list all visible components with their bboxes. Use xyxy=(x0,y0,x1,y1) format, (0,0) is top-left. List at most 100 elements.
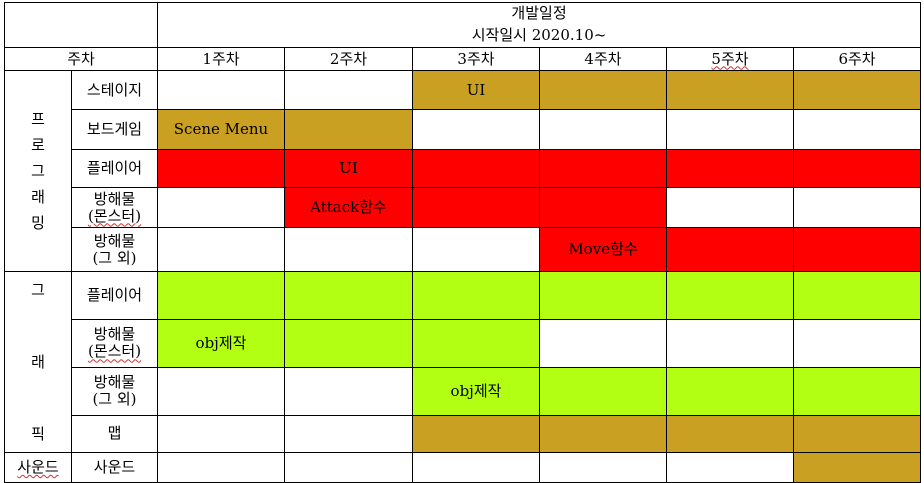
group-char: 픽 xyxy=(31,425,45,443)
group-char: 로 xyxy=(31,136,45,154)
group-programming-label: 프 로 그 래 밍 xyxy=(6,106,71,236)
task-cell xyxy=(539,187,667,228)
group-char: 그 xyxy=(31,281,45,299)
schedule-title: 개발일정 xyxy=(156,2,922,25)
task-cell xyxy=(666,70,794,110)
task-cell xyxy=(539,414,667,454)
task-cell xyxy=(157,271,285,320)
cell xyxy=(412,109,540,150)
cell xyxy=(157,187,285,228)
task-cell xyxy=(539,271,667,320)
task-player-ui: UI xyxy=(284,149,413,188)
cell xyxy=(157,227,285,272)
row-label-line: (그 외) xyxy=(92,248,137,267)
task-cell xyxy=(539,70,667,110)
task-cell xyxy=(666,414,794,454)
row-label-gfx-player: 플레이어 xyxy=(71,271,158,320)
cell xyxy=(157,70,285,110)
group-sound: 사운드 xyxy=(4,452,72,483)
row-label-obstacle-other: 방해물 (그 외) xyxy=(71,227,158,272)
cell xyxy=(157,452,285,483)
cell xyxy=(284,70,413,110)
task-stage-ui: UI xyxy=(412,70,540,110)
task-cell xyxy=(792,414,922,454)
week-header-1: 1주차 xyxy=(157,47,285,71)
week-header-4: 4주차 xyxy=(539,47,667,71)
task-cell xyxy=(412,318,540,368)
task-cell xyxy=(412,414,540,454)
cell xyxy=(792,109,922,150)
task-cell xyxy=(792,271,922,320)
row-label-obstacle-monster: 방해물 (몬스터) xyxy=(71,187,158,228)
task-cell xyxy=(792,149,922,188)
cell xyxy=(412,452,540,483)
row-label-stage: 스테이지 xyxy=(71,70,158,110)
row-label-line: 방해물 xyxy=(93,231,136,250)
row-label-line: (그 외) xyxy=(92,390,137,409)
cell xyxy=(284,452,413,483)
task-cell xyxy=(666,271,794,320)
group-programming: 프 로 그 래 밍 xyxy=(4,70,72,272)
week-label: 주차 xyxy=(4,47,158,71)
task-cell xyxy=(539,149,667,188)
cell xyxy=(666,187,794,228)
task-other-move: Move함수 xyxy=(539,227,667,272)
task-cell xyxy=(284,318,413,368)
week-header-3: 3주차 xyxy=(412,47,540,71)
task-cell xyxy=(539,366,667,416)
task-gfx-monster-obj: obj제작 xyxy=(157,318,285,368)
row-label-gfx-obstacle-monster: 방해물 (몬스터) xyxy=(71,318,158,368)
group-spacer xyxy=(6,308,71,344)
task-cell xyxy=(412,187,540,228)
schedule-table: 개발일정 시작일시 2020.10~ 주차 1주차 2주차 3주차 4주차 5주… xyxy=(4,2,922,483)
row-label-line: 방해물 xyxy=(93,189,136,208)
cell xyxy=(792,187,922,228)
corner-cell xyxy=(4,2,158,48)
cell xyxy=(666,452,794,483)
cell xyxy=(412,227,540,272)
task-cell xyxy=(666,149,794,188)
cell xyxy=(539,109,667,150)
group-char: 그 xyxy=(31,162,45,180)
group-char: 프 xyxy=(31,110,45,128)
task-cell xyxy=(666,227,794,272)
cell xyxy=(284,227,413,272)
group-char: 래 xyxy=(31,188,45,206)
task-monster-attack: Attack함수 xyxy=(284,187,413,228)
group-char: 밍 xyxy=(31,214,45,232)
task-cell xyxy=(412,271,540,320)
cell xyxy=(666,109,794,150)
task-cell xyxy=(792,366,922,416)
row-label-gfx-obstacle-other: 방해물 (그 외) xyxy=(71,366,158,416)
cell xyxy=(539,318,667,368)
cell xyxy=(792,318,922,368)
cell xyxy=(157,366,285,416)
task-cell xyxy=(792,452,922,483)
week-header-6: 6주차 xyxy=(792,47,922,71)
task-cell xyxy=(284,109,413,150)
task-board-scene-menu: Scene Menu xyxy=(157,109,285,150)
cell xyxy=(666,318,794,368)
cell xyxy=(284,414,413,454)
task-gfx-other-obj: obj제작 xyxy=(412,366,540,416)
task-cell xyxy=(792,70,922,110)
cell xyxy=(284,366,413,416)
group-spacer xyxy=(6,380,71,416)
task-cell xyxy=(792,227,922,272)
row-label-line: (몬스터) xyxy=(87,342,142,361)
week-header-2: 2주차 xyxy=(284,47,413,71)
row-label-sound: 사운드 xyxy=(71,452,158,483)
cell xyxy=(539,452,667,483)
group-char: 래 xyxy=(31,353,45,371)
task-cell xyxy=(284,271,413,320)
row-label-line: 방해물 xyxy=(93,373,136,392)
group-graphics: 그 래 픽 xyxy=(4,271,72,453)
start-date: 시작일시 2020.10~ xyxy=(156,24,922,48)
task-cell xyxy=(157,149,285,188)
row-label-map: 맵 xyxy=(71,414,158,454)
row-label-board: 보드게임 xyxy=(71,109,158,150)
group-graphics-label: 그 래 픽 xyxy=(6,273,71,452)
week-header-5: 5주차 xyxy=(666,47,794,71)
task-cell xyxy=(666,366,794,416)
row-label-player: 플레이어 xyxy=(71,149,158,188)
